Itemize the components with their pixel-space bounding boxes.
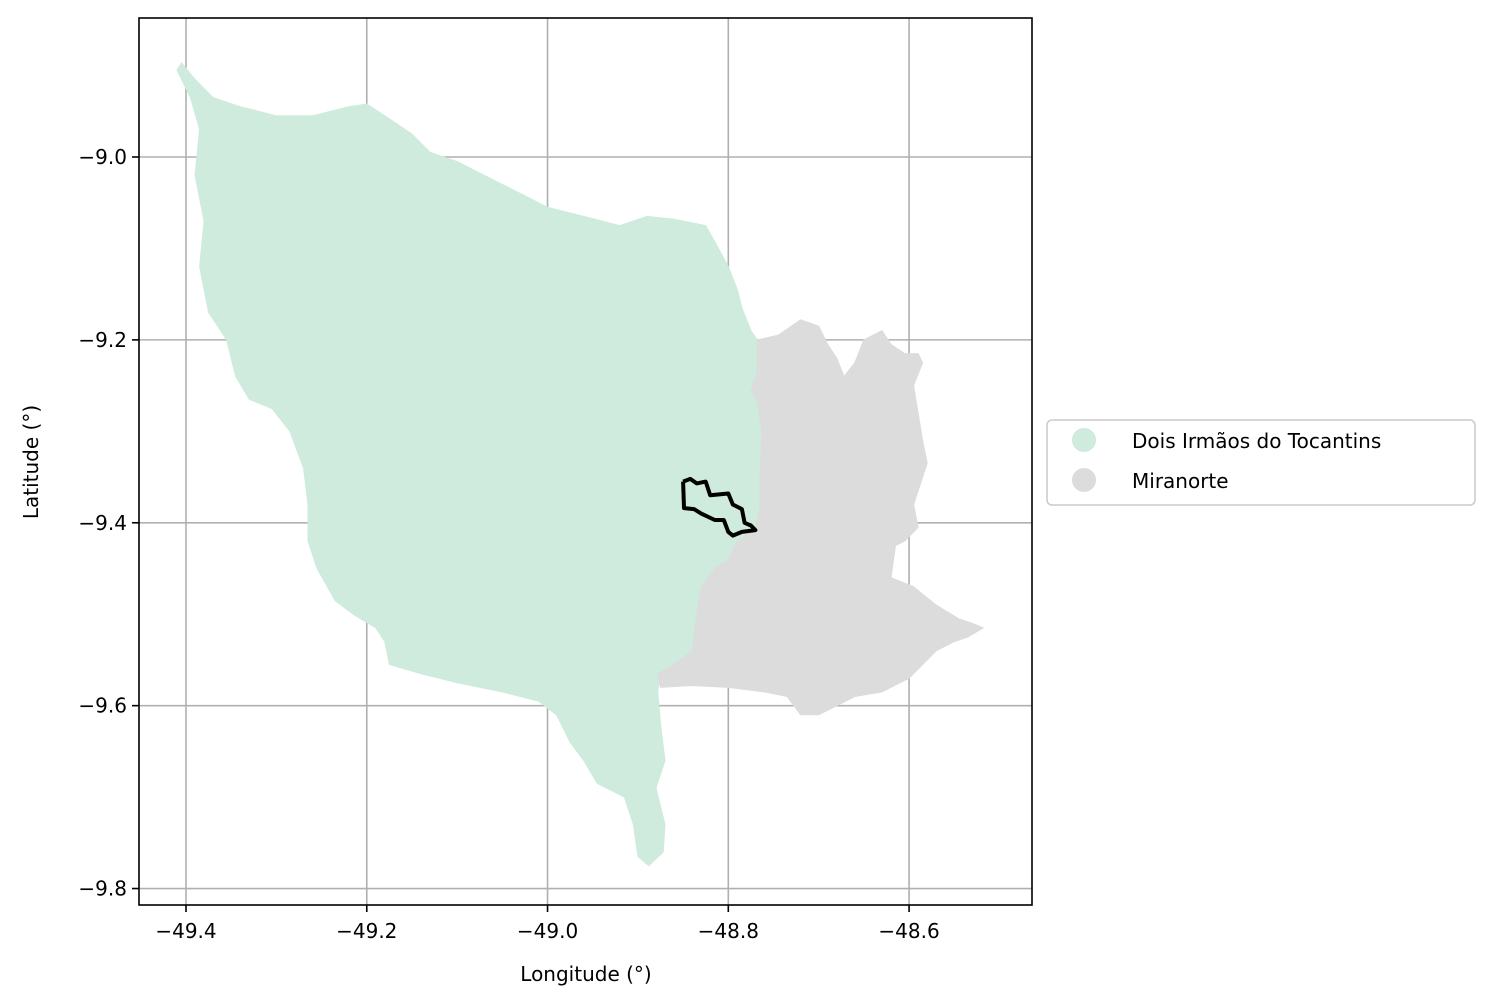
- x-tick-label: −48.8: [698, 919, 759, 943]
- highlight-outline-path: [681, 476, 758, 538]
- region-dois-irmaos-do-tocantins: [176, 61, 763, 867]
- x-tick-label: −49.0: [517, 919, 578, 943]
- legend-frame: [1046, 419, 1476, 506]
- legend-marker-miranorte: [1072, 468, 1096, 492]
- y-tick-label: −9.4: [78, 511, 127, 535]
- highlight-outline: [681, 476, 758, 538]
- legend: Dois Irmãos do Tocantins Miranorte: [1046, 419, 1476, 506]
- x-tick-label: −49.2: [336, 919, 397, 943]
- region-miranorte: [657, 319, 985, 716]
- y-tick-label: −9.8: [78, 877, 127, 901]
- y-tick-label: −9.6: [78, 694, 127, 718]
- y-axis-label: Latitude (°): [19, 405, 43, 519]
- plot-frame: [138, 17, 1033, 906]
- legend-label-miranorte: Miranorte: [1132, 469, 1229, 493]
- y-tick-label: −9.2: [78, 328, 127, 352]
- region-polygons: [176, 61, 985, 867]
- axis-ticks: −49.4 −49.2 −49.0 −48.8 −48.6 −9.0 −9.2 −9.4 −9.…: [78, 145, 939, 943]
- x-axis-label: Longitude (°): [520, 962, 651, 986]
- x-tick-label: −49.4: [155, 919, 216, 943]
- legend-marker-dois-irmaos: [1072, 428, 1096, 452]
- y-tick-label: −9.0: [78, 145, 127, 169]
- x-tick-label: −48.6: [878, 919, 939, 943]
- legend-label-dois-irmaos: Dois Irmãos do Tocantins: [1132, 429, 1381, 453]
